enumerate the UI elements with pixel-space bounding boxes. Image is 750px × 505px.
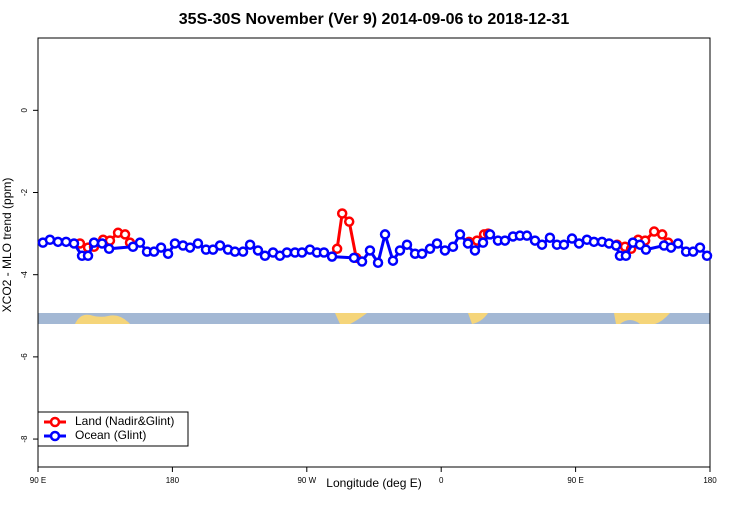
surface-strip — [38, 313, 710, 324]
y-tick-label: -8 — [20, 435, 29, 443]
point — [52, 236, 64, 248]
x-tick-label: 90 E — [30, 476, 46, 485]
point — [184, 242, 196, 253]
point — [536, 239, 548, 250]
point — [103, 243, 115, 255]
legend-marker — [49, 430, 61, 442]
point — [214, 240, 226, 251]
point — [401, 239, 413, 250]
point — [566, 233, 578, 244]
point — [96, 238, 108, 249]
point — [648, 226, 660, 237]
y-tick-label: 0 — [20, 108, 29, 113]
point — [318, 247, 330, 258]
point — [82, 250, 94, 262]
point — [387, 255, 399, 266]
point — [447, 241, 459, 252]
x-tick-label: 180 — [703, 476, 717, 485]
point — [462, 238, 474, 249]
legend-box — [37, 411, 189, 447]
point — [694, 242, 706, 253]
point — [439, 245, 451, 256]
point — [431, 238, 443, 249]
point — [656, 229, 668, 240]
point — [469, 245, 481, 256]
x-tick-label: 0 — [439, 476, 444, 485]
point — [620, 250, 632, 262]
point — [356, 256, 368, 267]
point — [672, 238, 684, 249]
point — [68, 238, 80, 249]
point — [558, 239, 570, 250]
point — [484, 229, 496, 240]
point — [477, 237, 489, 248]
point — [237, 246, 249, 257]
x-axis-label: Longitude (deg E) — [326, 476, 421, 490]
point — [416, 248, 428, 259]
legend-marker — [49, 416, 61, 428]
point — [364, 245, 376, 256]
point — [610, 240, 622, 251]
legend-label: Ocean (Glint) — [75, 428, 146, 442]
point — [573, 238, 585, 249]
y-tick-label: -6 — [20, 353, 29, 361]
point — [343, 216, 355, 227]
point — [424, 243, 436, 255]
chart-title: 35S-30S November (Ver 9) 2014-09-06 to 2… — [179, 11, 570, 28]
y-tick-label: -2 — [20, 188, 29, 196]
point — [640, 244, 652, 255]
point — [521, 230, 533, 241]
point — [119, 229, 131, 240]
legend: Land (Nadir&Glint)Ocean (Glint) — [37, 411, 189, 447]
point — [348, 252, 360, 264]
point — [336, 208, 348, 219]
point — [372, 257, 384, 269]
point — [155, 242, 167, 253]
y-axis-label: XCO2 - MLO trend (ppm) — [0, 178, 14, 313]
point — [252, 245, 264, 256]
point — [169, 238, 181, 249]
point — [134, 237, 146, 248]
point — [588, 236, 600, 248]
legend-label: Land (Nadir&Glint) — [75, 414, 174, 428]
point — [281, 247, 293, 258]
point — [259, 250, 271, 262]
point — [229, 246, 241, 257]
point — [394, 245, 406, 256]
point — [499, 235, 511, 246]
point — [379, 229, 391, 240]
x-tick-label: 90 W — [297, 476, 316, 485]
point — [44, 234, 56, 246]
point — [454, 229, 466, 240]
y-tick-label: -4 — [20, 271, 29, 279]
x-tick-label: 90 E — [567, 476, 583, 485]
point — [162, 248, 174, 259]
point — [326, 251, 338, 262]
point — [331, 243, 343, 255]
point — [88, 237, 100, 248]
x-tick-label: 180 — [166, 476, 180, 485]
point — [192, 238, 204, 249]
point — [244, 239, 256, 250]
point — [701, 250, 713, 262]
point — [544, 232, 556, 243]
